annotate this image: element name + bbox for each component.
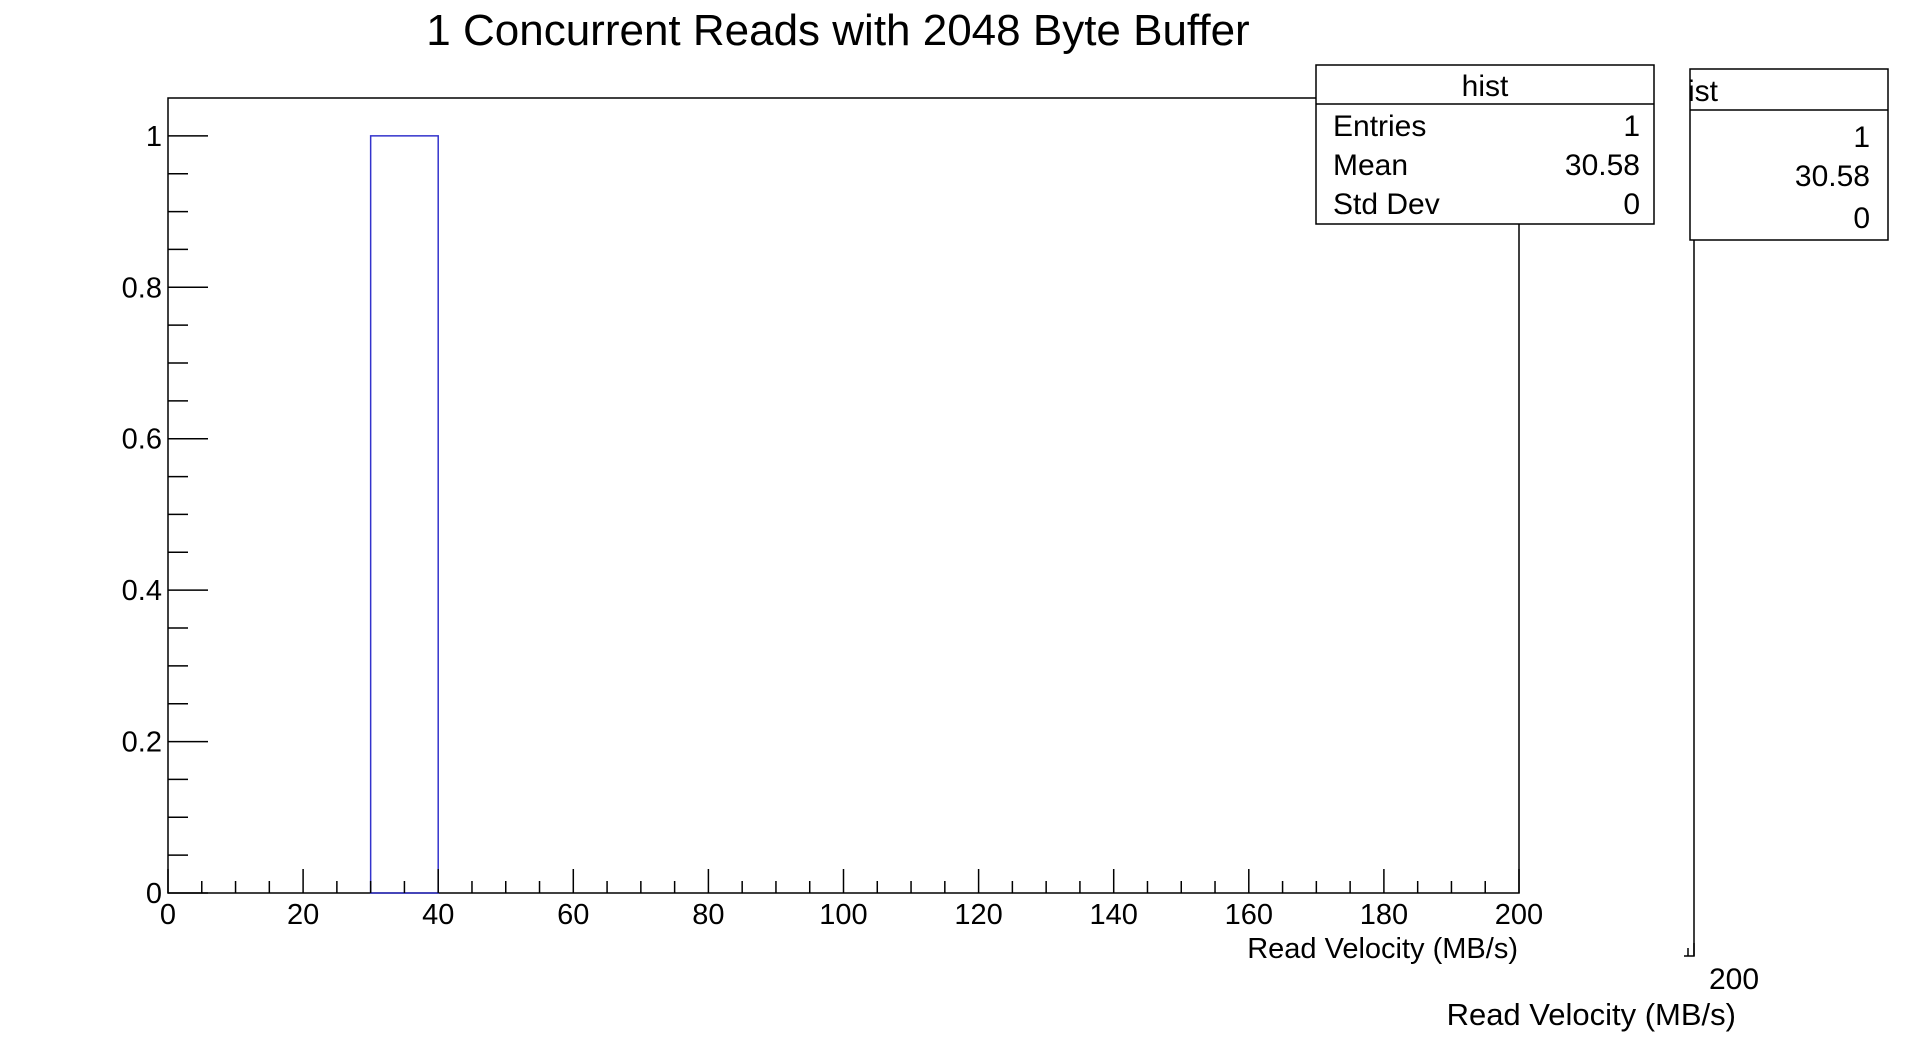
x-tick-label: 100 xyxy=(819,899,867,931)
y-tick-label: 0 xyxy=(146,878,162,910)
stats-entries-label: Entries xyxy=(1333,110,1426,143)
y-tick-label: 0.4 xyxy=(122,575,162,607)
ghost-frame: 200 Read Velocity (MB/s) ist 1 30.58 0 xyxy=(1447,68,1889,1032)
ghost-tick-label: 200 xyxy=(1709,963,1759,996)
y-axis-ticks xyxy=(168,135,208,894)
y-tick-label: 1 xyxy=(146,121,162,153)
x-tick-label: 200 xyxy=(1495,899,1543,931)
histogram-bar xyxy=(369,135,439,894)
stats-mean-label: Mean xyxy=(1333,149,1408,182)
x-tick-label: 60 xyxy=(557,899,589,931)
ghost-stats-box xyxy=(1689,68,1889,241)
chart-title: 1 Concurrent Reads with 2048 Byte Buffer xyxy=(426,6,1249,55)
x-tick-label: 120 xyxy=(954,899,1002,931)
x-tick-label: 140 xyxy=(1090,899,1138,931)
x-tick-label: 40 xyxy=(422,899,454,931)
x-axis-ticks xyxy=(167,869,1520,893)
x-tick-label: 0 xyxy=(160,899,176,931)
stats-stddev-value: 0 xyxy=(1623,188,1640,221)
y-tick-label: 0.8 xyxy=(122,272,162,304)
stats-box-frame xyxy=(1315,64,1655,225)
y-axis-tick-labels: 0 0.2 0.4 0.6 0.8 1 xyxy=(122,121,162,910)
x-axis-tick-labels: 0 20 40 60 80 100 120 140 160 180 200 xyxy=(160,899,1543,931)
x-tick-label: 20 xyxy=(287,899,319,931)
ghost-axis-title: Read Velocity (MB/s) xyxy=(1447,997,1736,1032)
ghost-stats-value: 1 xyxy=(1853,121,1870,154)
stats-box-title: hist xyxy=(1462,70,1509,103)
stats-mean-value: 30.58 xyxy=(1565,149,1640,182)
x-tick-label: 180 xyxy=(1360,899,1408,931)
stats-stddev-label: Std Dev xyxy=(1333,188,1440,221)
x-tick-label: 160 xyxy=(1225,899,1273,931)
y-tick-label: 0.2 xyxy=(122,727,162,759)
ghost-stats-title: ist xyxy=(1688,75,1719,108)
ghost-axis-line xyxy=(1684,240,1695,957)
stats-box: hist Entries 1 Mean 30.58 Std Dev 0 xyxy=(1315,64,1655,225)
x-axis-title: Read Velocity (MB/s) xyxy=(1247,933,1518,965)
y-tick-label: 0.6 xyxy=(122,424,162,456)
histogram-bars xyxy=(369,135,439,894)
ghost-stats-value: 30.58 xyxy=(1795,160,1870,193)
x-tick-label: 80 xyxy=(692,899,724,931)
stats-entries-value: 1 xyxy=(1623,110,1640,143)
ghost-stats-value: 0 xyxy=(1853,202,1870,235)
